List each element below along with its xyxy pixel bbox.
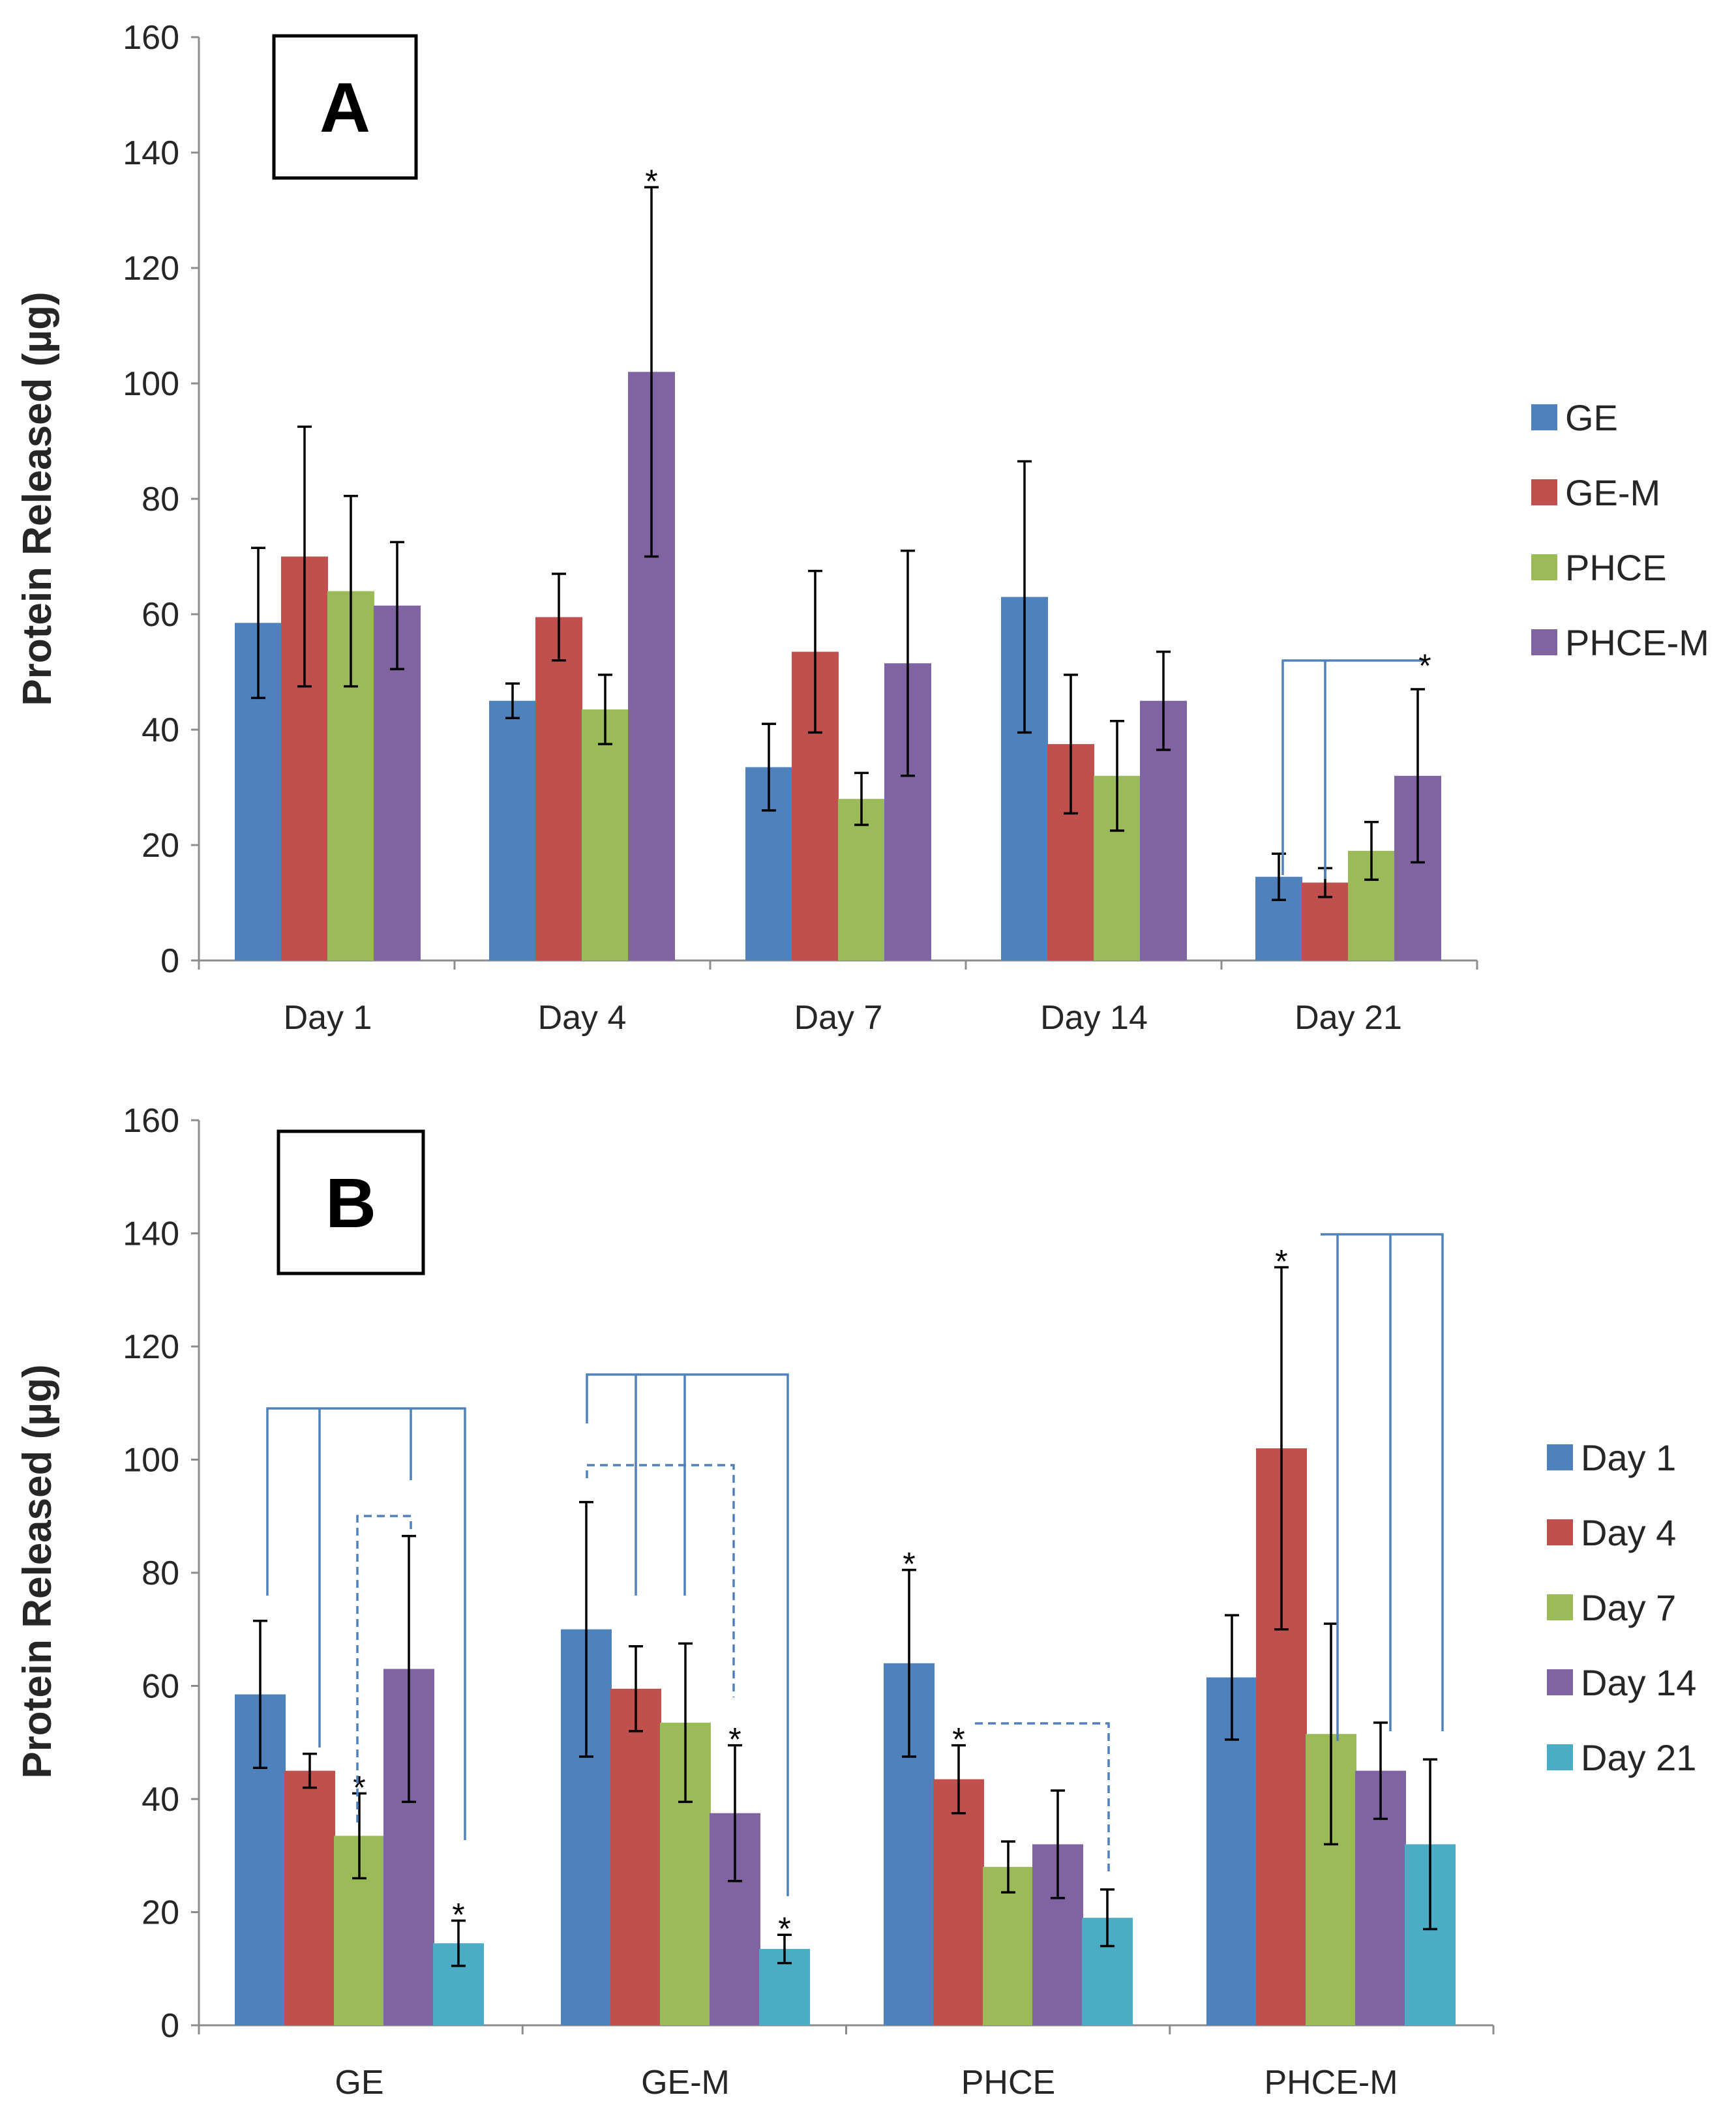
y-axis-title: Protein Released (µg) bbox=[15, 291, 60, 706]
significance-bracket bbox=[266, 1407, 466, 1840]
x-tick-label: PHCE-M bbox=[1264, 2064, 1398, 2102]
y-tick-label: 120 bbox=[123, 1328, 179, 1366]
significance-asterisk: * bbox=[952, 1721, 965, 1758]
significance-asterisk: * bbox=[903, 1546, 915, 1583]
x-tick-label: Day 1 bbox=[284, 999, 372, 1037]
x-tick-label: PHCE bbox=[961, 2064, 1055, 2102]
legend-swatch bbox=[1531, 479, 1557, 505]
x-tick-label: GE bbox=[335, 2064, 383, 2102]
y-tick-label: 140 bbox=[123, 1215, 179, 1253]
legend-swatch bbox=[1531, 554, 1557, 580]
chart-panel-a: 0 20 40 60 80 100 120 140 160 Protein Released (µ… bbox=[15, 19, 1709, 1037]
y-tick-label: 160 bbox=[123, 19, 179, 57]
legend-swatch bbox=[1547, 1519, 1573, 1545]
x-tick-label: Day 7 bbox=[794, 999, 883, 1037]
significance-asterisk: * bbox=[452, 1897, 464, 1933]
y-tick-label: 80 bbox=[142, 481, 179, 518]
y-tick-label: 160 bbox=[123, 1102, 179, 1140]
x-tick-label: Day 21 bbox=[1295, 999, 1402, 1037]
legend-label: Day 4 bbox=[1581, 1512, 1676, 1553]
x-tick-label: Day 14 bbox=[1040, 999, 1148, 1037]
bar bbox=[284, 1770, 335, 2025]
significance-bracket bbox=[1281, 659, 1425, 879]
legend-swatch bbox=[1547, 1744, 1573, 1770]
panel-label-box bbox=[272, 34, 418, 180]
legend-swatch bbox=[1547, 1444, 1573, 1470]
significance-bracket bbox=[586, 1464, 735, 1697]
legend-swatch bbox=[1547, 1669, 1573, 1695]
bar bbox=[610, 1688, 661, 2025]
y-tick-label: 0 bbox=[160, 942, 179, 980]
bar bbox=[582, 709, 629, 960]
bar bbox=[933, 1779, 984, 2025]
legend-swatch bbox=[1531, 629, 1557, 655]
legend-swatch bbox=[1531, 404, 1557, 430]
panel-label: A bbox=[320, 68, 370, 147]
y-tick-label: 40 bbox=[142, 1781, 179, 1819]
significance-asterisk: * bbox=[728, 1721, 741, 1758]
significance-asterisk: * bbox=[645, 163, 657, 200]
significance-asterisk: * bbox=[1418, 647, 1431, 684]
significance-asterisk: * bbox=[1275, 1243, 1287, 1280]
significance-asterisk: * bbox=[778, 1911, 790, 1947]
legend-label: Day 1 bbox=[1581, 1437, 1676, 1478]
bar bbox=[489, 700, 536, 960]
legend-label: GE-M bbox=[1565, 472, 1660, 513]
legend-label: PHCE-M bbox=[1565, 622, 1709, 663]
y-tick-label: 20 bbox=[142, 827, 179, 865]
y-tick-label: 100 bbox=[123, 365, 179, 403]
legend-label: Day 14 bbox=[1581, 1662, 1696, 1703]
significance-bracket bbox=[1321, 1233, 1444, 1741]
y-axis-title: Protein Released (µg) bbox=[15, 1364, 60, 1778]
chart-panel-b: 0 20 40 60 80 100 120 140 160 Protein Released (µ… bbox=[15, 1102, 1696, 2102]
bar bbox=[535, 617, 582, 960]
legend-label: GE bbox=[1565, 397, 1618, 438]
legend-swatch bbox=[1547, 1594, 1573, 1620]
y-tick-label: 0 bbox=[160, 2007, 179, 2045]
y-tick-label: 100 bbox=[123, 1442, 179, 1480]
legend-label: Day 7 bbox=[1581, 1587, 1676, 1628]
x-tick-label: Day 4 bbox=[538, 999, 627, 1037]
x-tick-label: GE-M bbox=[641, 2064, 730, 2102]
legend-label: Day 21 bbox=[1581, 1737, 1696, 1778]
significance-bracket bbox=[586, 1373, 789, 1896]
y-tick-label: 140 bbox=[123, 134, 179, 172]
significance-asterisk: * bbox=[353, 1769, 365, 1806]
panel-label-box bbox=[277, 1129, 425, 1275]
y-tick-label: 20 bbox=[142, 1894, 179, 1932]
y-tick-label: 120 bbox=[123, 250, 179, 288]
y-tick-label: 60 bbox=[142, 596, 179, 634]
significance-bracket bbox=[975, 1722, 1110, 1875]
legend-label: PHCE bbox=[1565, 547, 1667, 588]
panel-label: B bbox=[325, 1163, 376, 1242]
y-tick-label: 80 bbox=[142, 1554, 179, 1592]
significance-bracket bbox=[356, 1515, 412, 1822]
y-tick-label: 40 bbox=[142, 711, 179, 749]
y-tick-label: 60 bbox=[142, 1668, 179, 1706]
